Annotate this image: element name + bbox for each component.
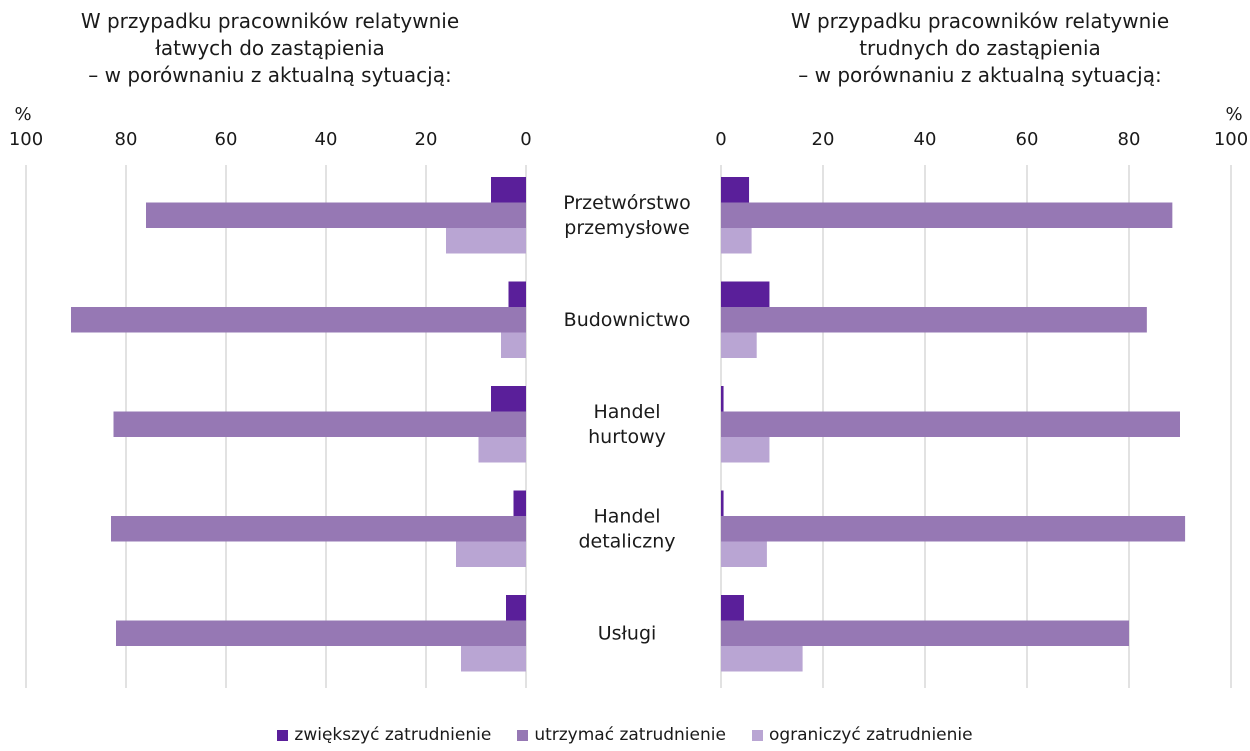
category-label: przemysłowe	[564, 217, 689, 239]
bar	[446, 228, 526, 254]
left-title-line: łatwych do zastąpienia	[155, 36, 385, 60]
bar	[721, 202, 1173, 228]
bar	[113, 411, 526, 437]
left-title-line: – w porównaniu z aktualną sytuacją:	[88, 63, 452, 87]
bar	[721, 386, 724, 412]
bar	[721, 281, 770, 307]
category-label: hurtowy	[588, 426, 666, 448]
x-tick-label: 20	[415, 129, 438, 150]
category-label: Budownictwo	[564, 309, 691, 331]
bar	[721, 646, 803, 672]
bar	[721, 516, 1186, 542]
x-tick-label: 100	[9, 129, 43, 150]
x-tick-label: 40	[914, 129, 937, 150]
bar	[721, 307, 1147, 333]
x-tick-label: 20	[812, 129, 835, 150]
bar	[513, 490, 526, 516]
bar	[721, 490, 724, 516]
category-label: Usługi	[598, 622, 657, 644]
right-title-line: trudnych do zastąpienia	[859, 36, 1101, 60]
legend-label: utrzymać zatrudnienie	[534, 725, 726, 745]
bar	[111, 516, 526, 542]
bar	[478, 437, 526, 463]
bar	[721, 177, 750, 203]
left-title-line: W przypadku pracowników relatywnie	[80, 9, 460, 33]
bar	[506, 595, 526, 621]
legend-swatch	[751, 729, 763, 741]
x-tick-label: 0	[520, 129, 531, 150]
bar	[721, 541, 767, 567]
unit-label: %	[14, 104, 31, 125]
left-panel-title: W przypadku pracowników relatywnie łatwy…	[10, 8, 530, 89]
legend-item-maintain: utrzymać zatrudnienie	[517, 725, 726, 745]
bar	[491, 386, 526, 412]
bar	[491, 177, 526, 203]
bar	[721, 332, 757, 358]
legend-item-reduce: ograniczyć zatrudnienie	[751, 725, 973, 745]
bar	[116, 620, 526, 646]
x-tick-label: 60	[215, 129, 238, 150]
bar	[501, 332, 526, 358]
x-tick-label: 80	[1118, 129, 1141, 150]
bar	[456, 541, 526, 567]
category-label: Handel	[593, 505, 660, 527]
bar	[508, 281, 526, 307]
x-tick-label: 60	[1016, 129, 1039, 150]
legend-label: ograniczyć zatrudnienie	[768, 725, 973, 745]
bar	[146, 202, 526, 228]
right-title-line: – w porównaniu z aktualną sytuacją:	[798, 63, 1162, 87]
x-tick-label: 100	[1214, 129, 1248, 150]
category-label: Przetwórstwo	[563, 192, 691, 214]
category-label: detaliczny	[578, 530, 675, 552]
legend-swatch	[277, 729, 289, 741]
legend-item-increase: zwiększyć zatrudnienie	[277, 725, 491, 745]
bar	[721, 411, 1180, 437]
bar	[721, 228, 752, 254]
bar	[721, 437, 770, 463]
bar	[461, 646, 526, 672]
legend-swatch	[517, 729, 529, 741]
legend-label: zwiększyć zatrudnienie	[294, 725, 492, 745]
bar	[71, 307, 526, 333]
x-tick-label: 0	[715, 129, 726, 150]
right-title-line: W przypadku pracowników relatywnie	[790, 9, 1170, 33]
legend: zwiększyć zatrudnienie utrzymać zatrudni…	[0, 725, 1250, 745]
x-tick-label: 40	[315, 129, 338, 150]
bar	[721, 620, 1129, 646]
unit-label: %	[1225, 104, 1242, 125]
bar	[721, 595, 744, 621]
category-label: Handel	[593, 401, 660, 423]
x-tick-label: 80	[115, 129, 138, 150]
right-panel-title: W przypadku pracowników relatywnie trudn…	[720, 8, 1240, 89]
